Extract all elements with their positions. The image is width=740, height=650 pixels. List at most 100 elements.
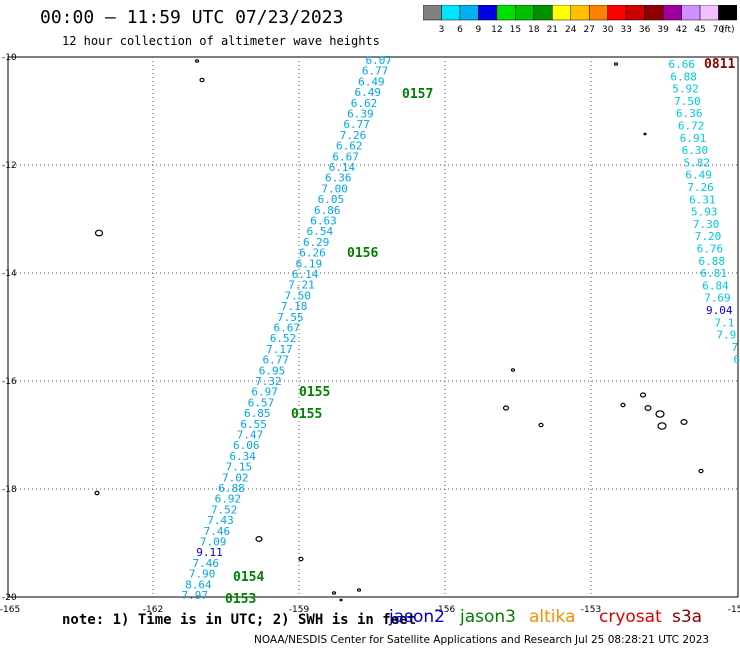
colorbar-label: 36 xyxy=(639,25,651,35)
swh-value: 7.17 xyxy=(266,343,293,356)
swh-value: 7.97 xyxy=(182,589,209,602)
swh-value: 6.26 xyxy=(299,247,326,260)
swh-value: 6.63 xyxy=(310,215,337,228)
swh-value: 6.30 xyxy=(682,144,709,157)
swh-value: 7.1 xyxy=(715,316,735,329)
swh-value: 6.81 xyxy=(700,267,727,280)
swh-value: 7.20 xyxy=(695,230,722,243)
island-outline xyxy=(510,368,516,372)
colorbar-label: 27 xyxy=(584,25,595,35)
colorbar-label: 70 xyxy=(713,25,725,35)
satellite-legend-s3a: s3a xyxy=(672,607,703,627)
swh-value: 6.85 xyxy=(244,407,271,420)
swh-value: 6.72 xyxy=(678,120,705,133)
swh-value: 6.29 xyxy=(303,236,330,249)
swh-value: 6.19 xyxy=(296,257,323,270)
swh-value: 7.55 xyxy=(277,311,304,324)
swh-value: 6.55 xyxy=(240,418,267,431)
swh-value: 6.97 xyxy=(251,386,278,399)
swh-value: 7.50 xyxy=(674,95,701,108)
map-frame xyxy=(7,56,739,598)
colorbar-label: 30 xyxy=(602,25,614,35)
island-outline xyxy=(538,422,544,428)
island-outline xyxy=(356,588,362,592)
swh-value: 9.04 xyxy=(706,304,733,317)
footnote: note: 1) Time is in UTC; 2) SWH is in fe… xyxy=(62,612,417,628)
island-outline xyxy=(643,132,647,136)
swh-value: 6.86 xyxy=(314,204,341,217)
swh-value: 7.90 xyxy=(189,568,216,581)
island-outline xyxy=(620,402,626,408)
swh-value: 6.77 xyxy=(343,118,370,131)
swh-value: 7.50 xyxy=(285,289,312,302)
map-title: 00:00 – 11:59 UTC 07/23/2023 xyxy=(40,7,344,28)
colorbar-label: 18 xyxy=(528,25,540,35)
swh-value: 6.67 xyxy=(332,150,359,163)
satellite-legend-altika: altika xyxy=(529,607,576,627)
map-subtitle: 12 hour collection of altimeter wave hei… xyxy=(62,34,380,48)
pass-label: 0811 xyxy=(704,57,735,72)
swh-value: 7.09 xyxy=(200,536,227,549)
satellite-legend-jason3: jason3 xyxy=(460,607,516,627)
y-tick-label: -16 xyxy=(2,377,17,387)
swh-value: 7.46 xyxy=(204,525,231,538)
swh-value: 6.88 xyxy=(218,482,245,495)
island-outline xyxy=(639,392,647,398)
x-tick-label: -162 xyxy=(143,605,163,615)
swh-value: 6.06 xyxy=(233,439,260,452)
swh-value: 6.62 xyxy=(351,97,378,110)
x-tick-label: -150 xyxy=(728,605,740,615)
island-outline xyxy=(194,59,200,63)
swh-value: 6.62 xyxy=(336,140,363,153)
swh-value: 5.92 xyxy=(672,83,699,96)
swh-value: 6 xyxy=(733,353,740,366)
colorbar-label: 33 xyxy=(620,25,631,35)
colorbar-label: 24 xyxy=(565,25,577,35)
pass-label: 0153 xyxy=(225,592,256,607)
island-outline xyxy=(298,556,304,562)
swh-value: 7.69 xyxy=(704,292,731,305)
island-outline xyxy=(698,468,704,474)
colorbar-label: 15 xyxy=(510,25,521,35)
island-outline xyxy=(255,535,263,542)
swh-value: 7.18 xyxy=(281,300,308,313)
wave-height-colorbar: 3 6 9 12 15 18 21 24 27 30 33 36 39 42 45 70(ft) xyxy=(423,5,737,35)
swh-value: 7.26 xyxy=(340,129,367,142)
colorbar-label: 45 xyxy=(694,25,705,35)
swh-value: 6.49 xyxy=(685,169,712,182)
island-outline xyxy=(680,419,688,426)
generated-timestamp: Jul 25 08:28:21 UTC 2023 xyxy=(575,634,710,646)
pass-label: 0155 xyxy=(291,407,322,422)
swh-value: 6.52 xyxy=(270,332,297,345)
swh-value: 7 xyxy=(732,341,739,354)
pass-label: 0157 xyxy=(402,87,433,102)
swh-value: 5.82 xyxy=(684,156,711,169)
swh-value: 6.39 xyxy=(347,108,374,121)
swh-value: 6.14 xyxy=(292,268,319,281)
colorbar-label: (ft) xyxy=(721,25,735,35)
y-tick-label: -14 xyxy=(2,269,17,279)
y-tick-label: -10 xyxy=(2,53,17,63)
x-tick-label: -153 xyxy=(581,605,601,615)
swh-value: 6.88 xyxy=(699,255,726,268)
swh-value: 6.77 xyxy=(362,65,389,78)
pass-label: 0155 xyxy=(299,385,330,400)
swh-value: 6.34 xyxy=(229,450,256,463)
swh-value: 6.54 xyxy=(307,225,334,238)
swh-value: 6.05 xyxy=(318,193,345,206)
pass-label: 0156 xyxy=(347,246,378,261)
colorbar-label: 39 xyxy=(657,25,669,35)
swh-value: 6.36 xyxy=(676,107,703,120)
swh-value: 6.92 xyxy=(215,493,242,506)
swh-value: 7.43 xyxy=(207,514,234,527)
colorbar-label: 6 xyxy=(457,25,463,35)
island-outline xyxy=(613,62,619,66)
pass-label: 0154 xyxy=(233,570,264,585)
island-outline xyxy=(644,405,652,412)
swh-value: 7.00 xyxy=(321,182,348,195)
satellite-legend-cryosat: cryosat xyxy=(599,607,662,627)
swh-value: 7.9 xyxy=(716,329,736,342)
island-outline xyxy=(94,229,104,237)
y-tick-label: -12 xyxy=(2,161,17,171)
